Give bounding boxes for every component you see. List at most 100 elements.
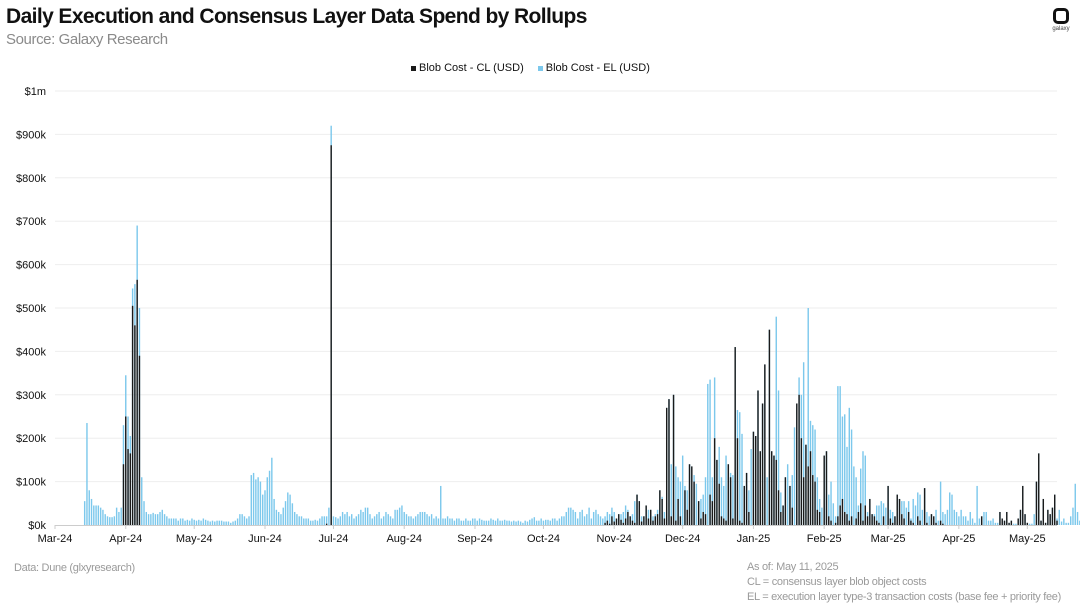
bar-el: [277, 511, 280, 525]
bar-cl: [894, 516, 896, 525]
bar-el: [236, 518, 239, 525]
legend-swatch-el: [537, 65, 543, 71]
bar-el: [558, 518, 561, 525]
bar-cl: [702, 511, 704, 525]
bar-el: [990, 520, 992, 525]
bar-el: [490, 518, 492, 525]
bar-cl: [873, 516, 876, 525]
bar-el: [976, 485, 978, 525]
bar-cl: [848, 520, 851, 525]
bar-el: [424, 511, 426, 525]
bar-el: [554, 518, 556, 525]
bar-el: [378, 511, 380, 525]
bar-el: [282, 507, 284, 525]
bar-el: [161, 509, 163, 525]
bar-cl: [1042, 498, 1045, 525]
bar-el: [497, 518, 499, 525]
bar-el: [287, 492, 289, 525]
bar-el: [978, 518, 981, 525]
bar-cl: [627, 511, 629, 525]
bar-cl: [805, 444, 807, 525]
bar-cl: [862, 520, 864, 525]
bar-el: [567, 507, 570, 525]
logo-text: galaxy: [1052, 26, 1070, 32]
bar-el: [962, 516, 965, 525]
bar-el: [387, 514, 389, 525]
bar-el: [214, 521, 216, 525]
bar-el: [608, 514, 611, 525]
bar-el: [880, 501, 882, 525]
x-tick-label: May-24: [176, 533, 213, 545]
bar-el: [232, 521, 234, 525]
bar-el: [1012, 523, 1015, 525]
bar-el: [145, 511, 148, 525]
y-tick-label: $600k: [16, 260, 46, 272]
bar-el: [1033, 514, 1035, 525]
bar-el: [919, 494, 921, 525]
bar-cl: [1010, 520, 1013, 525]
bars: [83, 125, 1080, 526]
bar-cl: [127, 449, 129, 525]
bar-el: [337, 518, 339, 525]
bar-cl: [631, 520, 634, 525]
bar-el: [579, 511, 581, 525]
bar-el: [86, 423, 88, 525]
bar-el: [992, 518, 994, 525]
bar-el: [510, 521, 513, 525]
bar-el: [476, 520, 478, 525]
bar-el: [261, 494, 264, 525]
bar-el: [271, 457, 273, 525]
bar-cl: [757, 390, 759, 525]
footnote-as-of: As of: May 11, 2025: [747, 561, 839, 573]
bar-el: [177, 520, 179, 525]
bar-el: [323, 516, 326, 525]
x-tick-label: Dec-24: [665, 533, 700, 545]
bar-el: [321, 516, 323, 525]
bar-el: [850, 429, 853, 525]
bar-el: [410, 516, 412, 525]
bar-el: [622, 511, 625, 525]
bar-el: [624, 505, 627, 525]
bar-el: [191, 518, 193, 525]
bar-el: [702, 494, 704, 525]
bar-el: [766, 477, 768, 525]
bar-el: [307, 518, 310, 525]
bar-el: [818, 498, 821, 525]
bar-el: [1015, 523, 1017, 525]
bar-el: [780, 492, 782, 525]
bar-el: [255, 479, 257, 525]
bar-cl: [770, 451, 773, 525]
bar-el: [556, 520, 558, 525]
bar-cl: [939, 520, 942, 525]
bar-el: [465, 518, 467, 525]
bar-el: [211, 520, 214, 525]
bar-el: [341, 511, 344, 525]
bar-el: [223, 521, 225, 525]
bar-el: [373, 516, 376, 525]
bar-cl: [910, 520, 912, 525]
bar-el: [207, 520, 209, 525]
bar-cl: [878, 522, 880, 525]
bar-el: [394, 509, 396, 525]
bar-el: [526, 521, 529, 525]
bar-cl: [768, 329, 771, 525]
bar-el: [319, 518, 321, 525]
bar-el: [939, 481, 942, 525]
bar-cl: [1056, 520, 1058, 525]
bar-el: [332, 516, 335, 525]
bar-cl: [656, 514, 659, 525]
bar-el: [440, 485, 442, 525]
bar-el: [474, 518, 476, 525]
bar-cl: [640, 521, 643, 525]
bar-cl: [828, 516, 830, 525]
bar-cl: [807, 466, 809, 525]
bar-cl: [798, 394, 800, 525]
bar-el: [252, 472, 255, 525]
bar-cl: [748, 511, 750, 525]
bar-cl: [1038, 453, 1040, 525]
bar-cl: [1054, 494, 1056, 525]
bar-cl: [1026, 522, 1029, 525]
bar-el: [248, 516, 250, 525]
bar-el: [565, 511, 567, 525]
gridlines: [55, 90, 1057, 483]
